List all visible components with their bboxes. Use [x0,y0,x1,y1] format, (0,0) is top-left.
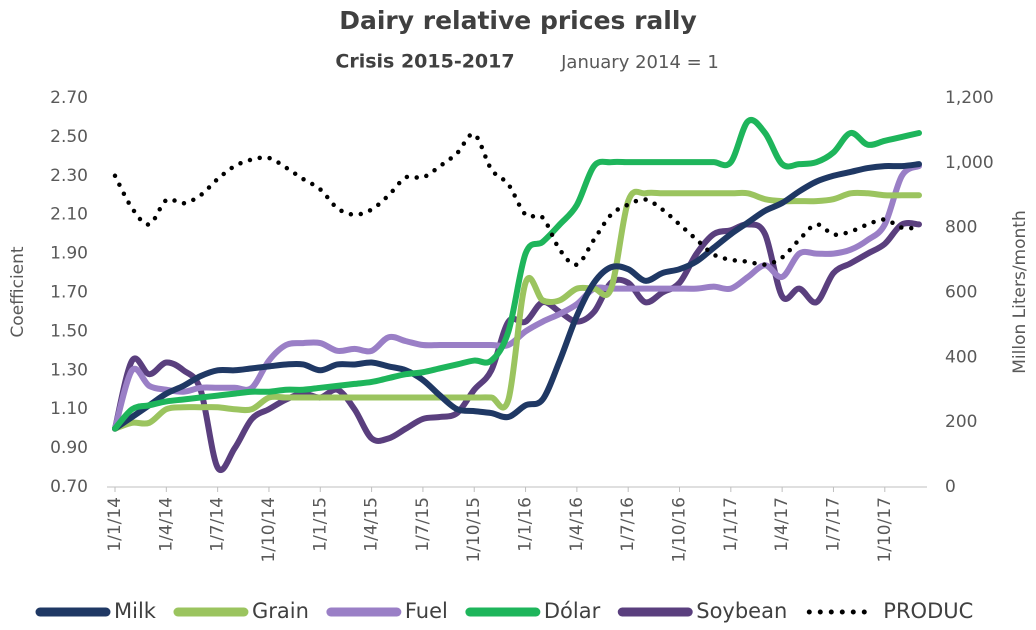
legend-label: Dólar [544,599,601,623]
y2-axis-title: Millon Liters/month [1010,210,1030,373]
x-tick-label: 1/1/17 [721,497,741,552]
y-tick-label: 2.50 [50,127,88,147]
y2-tick-label: 200 [945,412,977,432]
legend-label: Soybean [696,599,787,623]
x-tick-label: 1/10/17 [875,497,895,563]
y-tick-label: 2.30 [50,166,88,186]
y2-tick-label: 1,200 [945,88,994,108]
x-tick-label: 1/4/16 [567,497,587,552]
x-tick-label: 1/1/16 [516,497,536,552]
chart-subtitle-note: January 2014 = 1 [560,52,719,73]
x-tick-label: 1/10/14 [259,497,279,563]
x-tick-label: 1/1/15 [310,497,330,552]
y2-tick-label: 600 [945,283,977,303]
x-tick-label: 1/4/17 [772,497,792,552]
y-tick-label: 0.90 [50,438,88,458]
x-tick-label: 1/7/16 [618,497,638,552]
y-tick-label: 1.50 [50,321,88,341]
series-line [112,117,922,432]
legend-label: Milk [114,599,157,623]
y-tick-label: 1.70 [50,283,88,303]
series-line [112,220,922,473]
x-tick-label: 1/10/15 [464,497,484,563]
y-tick-label: 1.10 [50,399,88,419]
chart-subtitle: Crisis 2015-2017 [335,51,514,73]
legend-label: PRODUC [883,599,973,623]
y-tick-label: 2.70 [50,88,88,108]
x-tick-label: 1/4/14 [156,497,176,552]
legend-label: Grain [252,599,309,623]
y-tick-label: 1.30 [50,360,88,380]
y2-tick-label: 800 [945,218,977,238]
x-tick-label: 1/4/15 [362,497,382,552]
y-tick-label: 2.10 [50,205,88,225]
y-axis-title: Coefficient [8,246,28,337]
legend-label: Fuel [405,599,448,623]
y-tick-label: 1.90 [50,244,88,264]
y2-tick-label: 400 [945,347,977,367]
x-tick-label: 1/7/14 [208,497,228,552]
x-tick-label: 1/7/15 [413,497,433,552]
y2-tick-label: 1,000 [945,153,994,173]
y2-tick-label: 0 [945,477,956,497]
series-line [112,161,922,432]
series-line [112,131,922,268]
x-tick-label: 1/10/16 [670,497,690,563]
x-tick-label: 1/7/17 [823,497,843,552]
chart-title: Dairy relative prices rally [339,6,697,35]
x-tick-label: 1/1/14 [105,497,125,552]
y-tick-label: 0.70 [50,477,88,497]
